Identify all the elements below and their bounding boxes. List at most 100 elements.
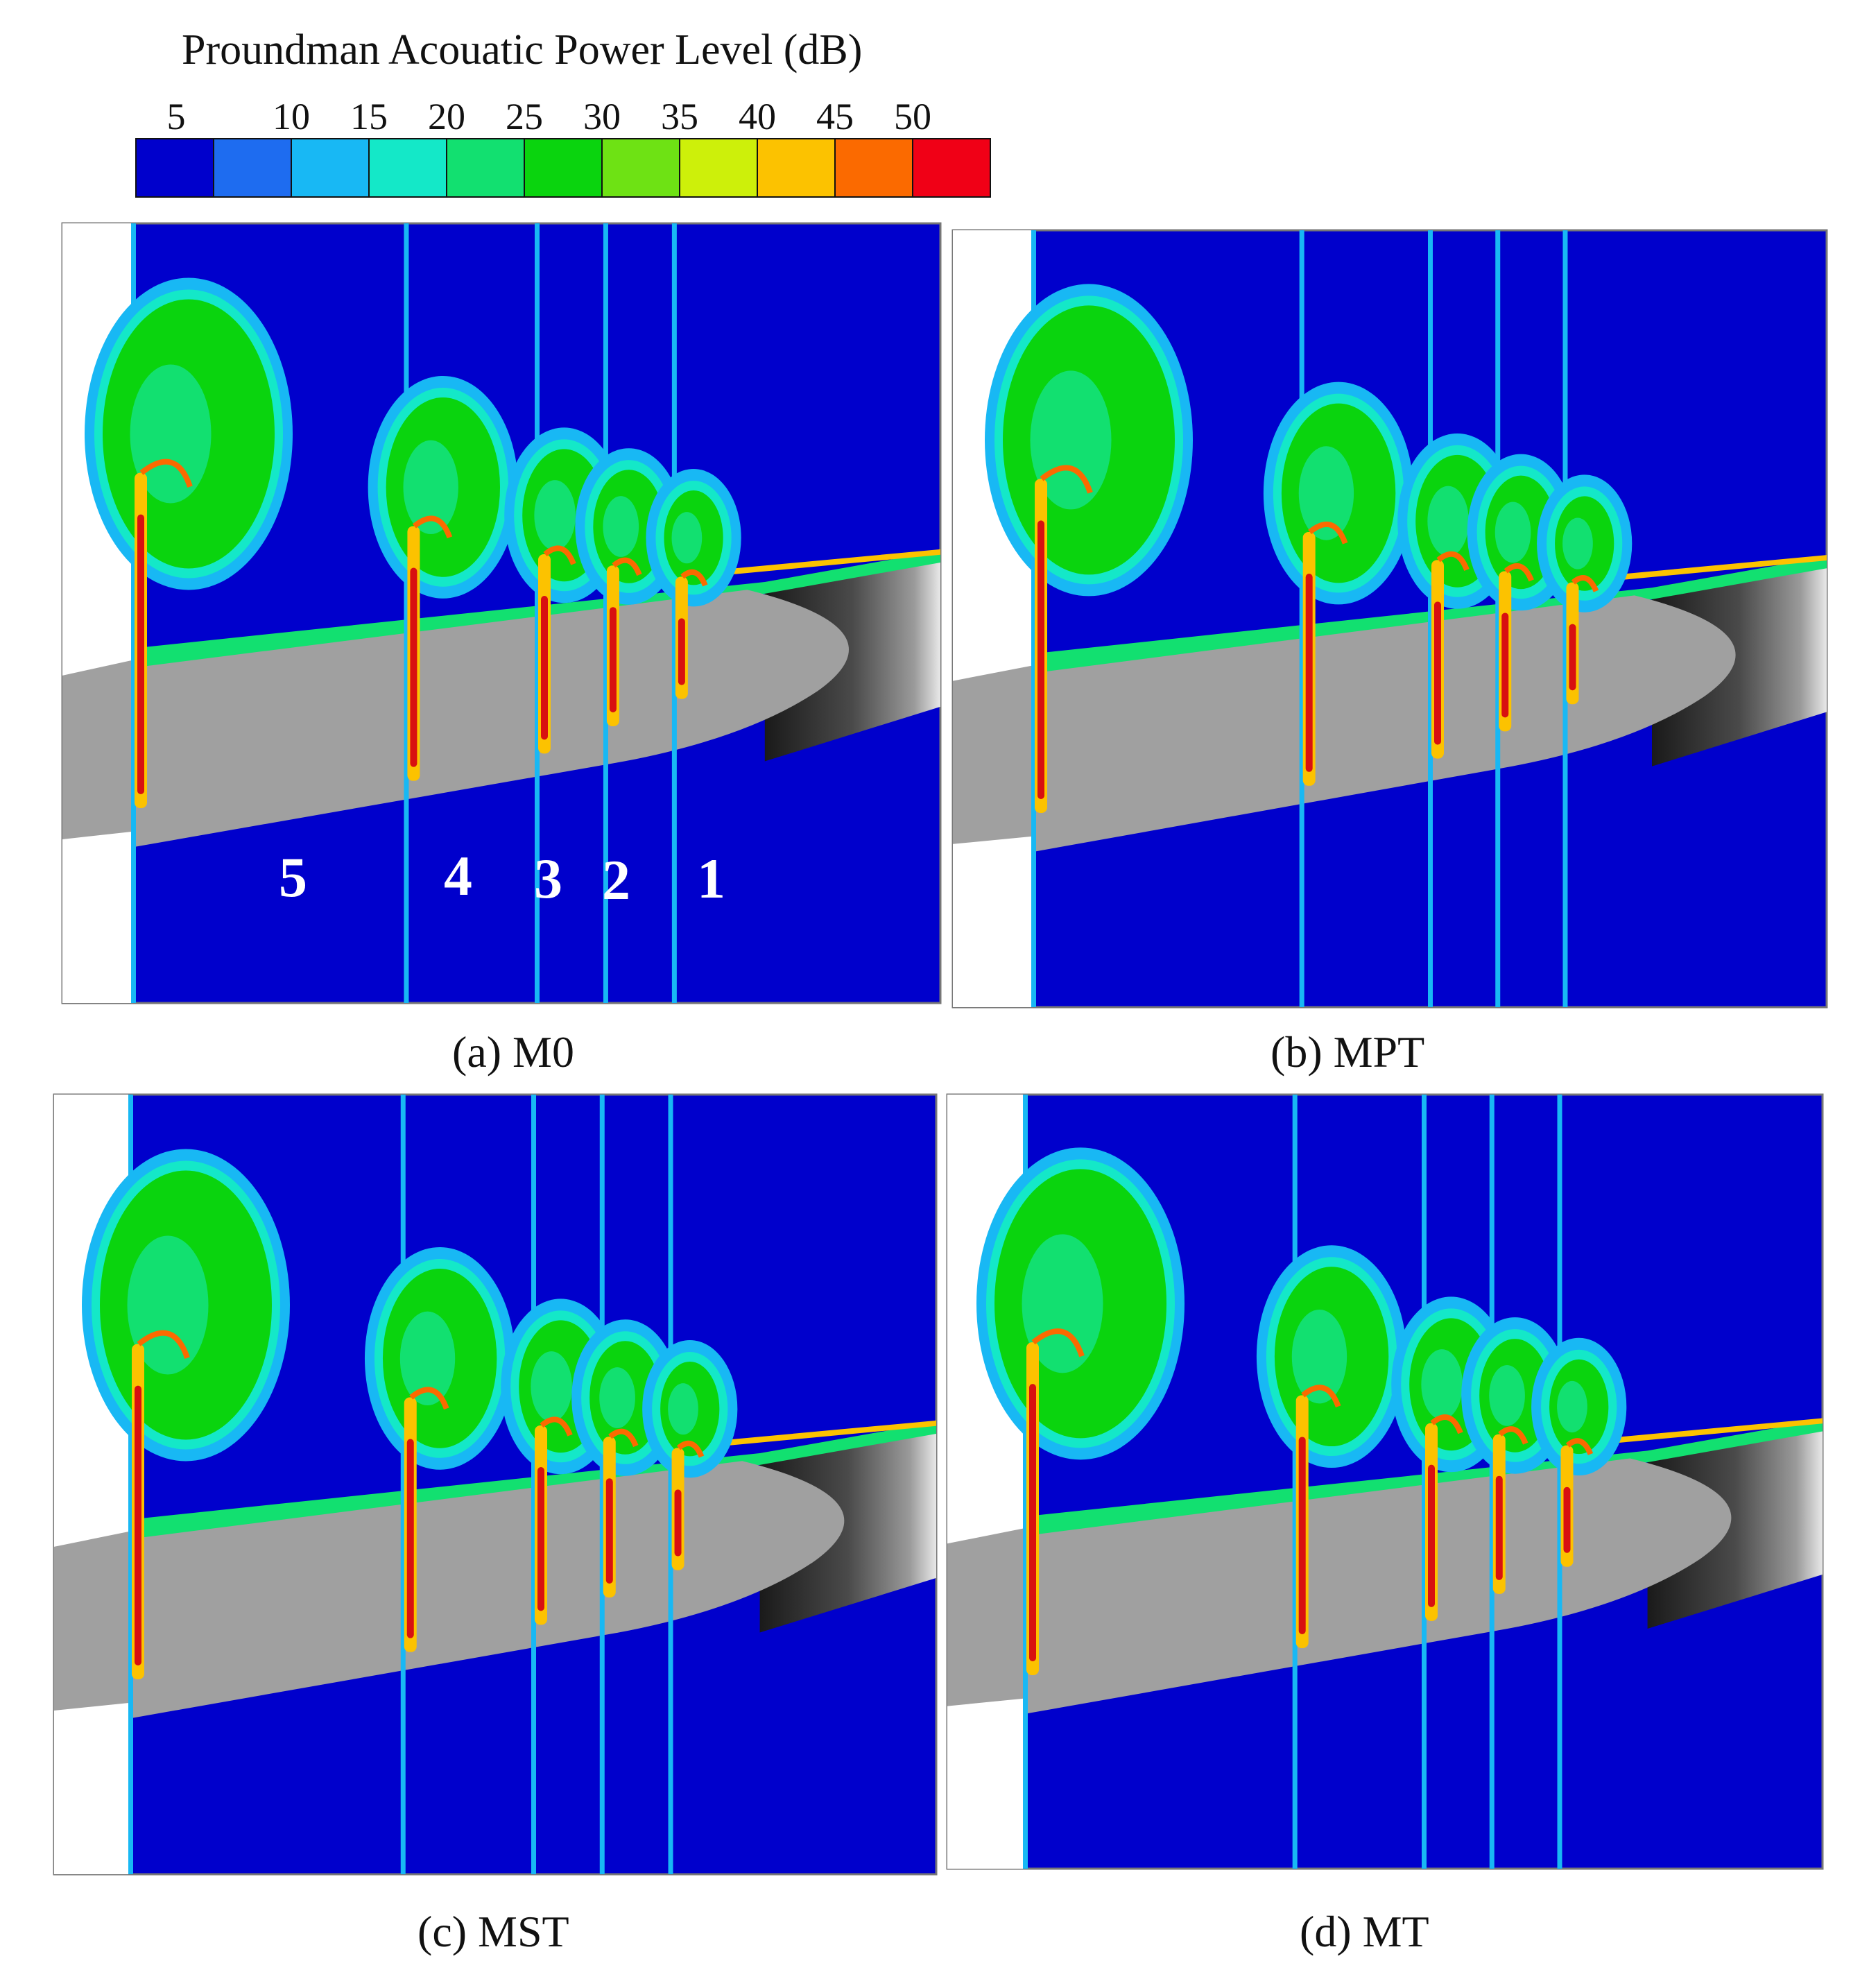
- vortex-curl: [1504, 563, 1534, 582]
- hub-section: [54, 1531, 130, 1711]
- vortex-inner: [671, 512, 703, 564]
- legend-segment: [834, 138, 913, 198]
- trailing-cone: [1647, 1419, 1823, 1629]
- legend-tick-label: 50: [894, 96, 931, 137]
- blade-body: [1033, 595, 1736, 852]
- vortex-curl: [543, 545, 576, 565]
- blade-body: [133, 590, 849, 848]
- slice-plane-line: [1557, 1095, 1562, 1869]
- caption-d: (d) MT: [1300, 1907, 1429, 1956]
- vortex-curl: [139, 459, 193, 488]
- slice-streak-hot: [541, 596, 548, 740]
- vortex-inner: [1557, 1380, 1587, 1433]
- blade-body: [130, 1461, 845, 1719]
- slice-streak-hot: [406, 1439, 414, 1638]
- vortex-curl: [1301, 1385, 1341, 1408]
- blade-body: [1025, 1458, 1732, 1714]
- legend-segment: [757, 138, 836, 198]
- vortex-inner: [1427, 486, 1469, 557]
- legend-segment: [601, 138, 680, 198]
- legend-tick-labels: 5 10 15 20 25 30 35 40 45 50: [167, 96, 932, 137]
- slice-plane-line: [671, 223, 677, 1003]
- hub-section: [62, 660, 133, 839]
- panel-m0: [61, 222, 942, 1004]
- slice-plane-line: [131, 223, 136, 1003]
- legend-color-bar: [135, 138, 991, 198]
- panel-mt: [946, 1093, 1824, 1870]
- legend-segment: [213, 138, 292, 198]
- caption-a: (a) M0: [452, 1027, 574, 1077]
- legend-tick-label: 20: [428, 96, 465, 137]
- slice-plane-line: [668, 1095, 673, 1874]
- slice-number-2: 2: [602, 848, 630, 911]
- vortex-inner: [1562, 517, 1593, 569]
- vortex-curl: [409, 1387, 449, 1410]
- legend-segment: [291, 138, 370, 198]
- legend-tick-label: 5: [167, 96, 186, 137]
- vortex-curl: [137, 1330, 190, 1360]
- hub-section: [947, 1527, 1025, 1706]
- caption-c: (c) MST: [417, 1907, 569, 1956]
- slice-streak-hot: [1501, 612, 1509, 718]
- legend-tick-label: 35: [661, 96, 698, 137]
- vortex-curl: [612, 557, 642, 576]
- slice-plane-line: [531, 1095, 536, 1874]
- vortex-inner: [399, 1311, 456, 1406]
- slice-plane-line: [535, 223, 540, 1003]
- vortex-inner: [603, 496, 639, 557]
- vortex-inner: [1298, 446, 1354, 540]
- colorbar-legend: Proundman Acouatic Power Level (dB) 5 10 1…: [135, 26, 991, 198]
- legend-segment: [679, 138, 758, 198]
- slice-streak-hot: [135, 1385, 141, 1665]
- slice-plane-line: [1495, 230, 1501, 1007]
- slice-streak-hot: [1029, 1384, 1036, 1661]
- vortex-curl: [412, 515, 453, 539]
- trailing-cone: [764, 551, 940, 762]
- slice-plane-line: [603, 223, 608, 1003]
- slice-plane-line: [1299, 230, 1304, 1007]
- legend-tick-label: 15: [350, 96, 388, 137]
- slice-streak-hot: [674, 1489, 682, 1557]
- slice-number-5: 5: [279, 846, 307, 909]
- slice-plane-line: [599, 1095, 605, 1874]
- vortex-curl: [1436, 551, 1470, 572]
- panel-mst: [53, 1093, 938, 1876]
- slice-streak-hot: [1428, 1464, 1435, 1607]
- legend-tick-label: 30: [583, 96, 621, 137]
- slice-streak-hot: [410, 567, 417, 767]
- slice-numbers: 5 4 3 2 1: [279, 844, 725, 911]
- slice-number-3: 3: [534, 847, 562, 910]
- slice-plane-line: [1292, 1095, 1298, 1869]
- slice-streak-hot: [1563, 1486, 1571, 1553]
- vortex-curl: [1040, 465, 1093, 494]
- slice-plane-line: [1562, 230, 1568, 1007]
- slice-streak-hot: [1434, 601, 1441, 745]
- vortex-curl: [540, 1416, 573, 1437]
- slice-streak-hot: [1298, 1437, 1306, 1634]
- vortex-curl: [608, 1428, 639, 1448]
- slice-streak-hot: [1495, 1475, 1503, 1580]
- vortex-inner: [1495, 502, 1531, 563]
- panel-mpt: [951, 229, 1828, 1009]
- trailing-cone: [759, 1422, 936, 1633]
- slice-number-1: 1: [697, 847, 725, 910]
- vortex-inner: [534, 480, 576, 551]
- vortex-curl: [1565, 1438, 1594, 1456]
- slice-plane-line: [404, 223, 409, 1003]
- vortex-curl: [1498, 1426, 1528, 1445]
- slice-streak-hot: [537, 1467, 544, 1611]
- vortex-inner: [531, 1351, 572, 1422]
- legend-tick-label: 25: [506, 96, 543, 137]
- legend-segment: [135, 138, 214, 198]
- vortex-inner: [668, 1383, 698, 1435]
- legend-segment: [524, 138, 603, 198]
- slice-plane-line: [400, 1095, 406, 1874]
- vortex-curl: [680, 569, 708, 587]
- legend-tick-label: 10: [273, 96, 310, 137]
- hub-section: [953, 665, 1033, 844]
- vortex-inner: [599, 1367, 635, 1428]
- legend-tick-label: 40: [739, 96, 776, 137]
- vortex-inner: [1291, 1309, 1347, 1404]
- vortex-inner: [1421, 1349, 1463, 1420]
